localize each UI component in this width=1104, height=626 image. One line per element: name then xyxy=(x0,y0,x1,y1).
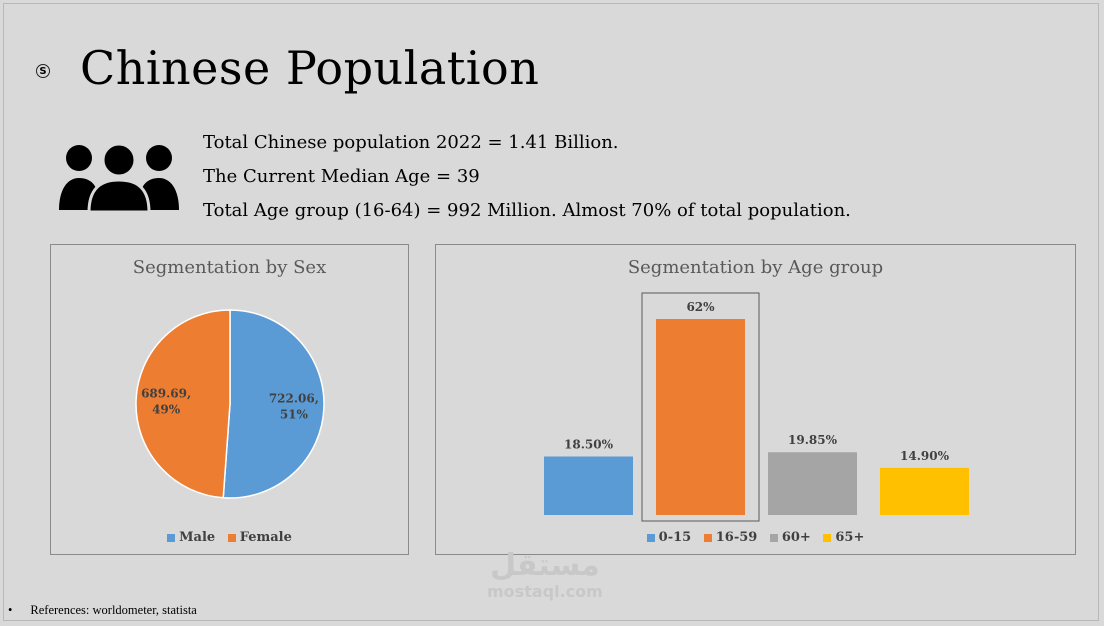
stat-age-group: Total Age group (16-64) = 992 Million. A… xyxy=(203,200,851,221)
legend-label-65plus: 65+ xyxy=(835,530,865,545)
bar-16-59 xyxy=(656,319,745,515)
legend-swatch-male xyxy=(167,533,176,542)
mostaql-watermark: مستقل mostaql.com xyxy=(487,548,603,602)
pie-percent-label-female: 49% xyxy=(152,403,181,417)
legend-label-female: Female xyxy=(239,530,292,545)
selected-bar-outline xyxy=(641,292,760,522)
bar-label-60+: 19.85% xyxy=(788,433,838,447)
sex-legend: Male Female xyxy=(51,530,408,546)
legend-swatch-16-59 xyxy=(703,533,712,542)
watermark-arabic: مستقل xyxy=(490,548,600,583)
legend-label-male: Male xyxy=(179,530,216,545)
page-title: Chinese Population xyxy=(80,41,540,95)
references-bullet: • xyxy=(8,603,13,617)
bar-label-16-59: 62% xyxy=(686,300,715,314)
watermark-latin: mostaql.com xyxy=(487,582,603,601)
age-legend: 0-15 16-59 60+ 65+ xyxy=(436,530,1075,546)
pie-slice-female xyxy=(135,309,231,499)
legend-label-0-15: 0-15 xyxy=(658,530,692,545)
legend-swatch-0-15 xyxy=(646,533,655,542)
legend-item-65plus: 65+ xyxy=(823,530,864,545)
age-bar-chart: 18.50% 62% 19.85% 14.90% xyxy=(544,292,969,522)
bar-60+ xyxy=(768,452,857,515)
pie-value-label-male: 722.06, xyxy=(269,391,319,405)
legend-item-60plus: 60+ xyxy=(769,530,811,545)
sex-chart-panel: Segmentation by Sex 722.06, 51% 689.69, 49%… xyxy=(50,244,409,555)
people-group-icon xyxy=(59,142,179,212)
bullet-s-icon: S xyxy=(36,64,50,78)
stat-total-population: Total Chinese population 2022 = 1.41 Bil… xyxy=(203,132,619,153)
legend-item-0-15: 0-15 xyxy=(646,530,692,545)
population-stats: Total Chinese population 2022 = 1.41 Bil… xyxy=(203,126,851,228)
bar-label-0-15: 18.50% xyxy=(564,438,614,452)
pie-slice-male xyxy=(222,309,325,499)
legend-item-female: Female xyxy=(227,530,292,545)
pie-value-label-female: 689.69, xyxy=(141,387,191,401)
legend-swatch-65plus xyxy=(823,533,832,542)
legend-label-60plus: 60+ xyxy=(781,530,811,545)
pie-percent-label-male: 51% xyxy=(280,407,309,421)
slide-frame xyxy=(3,3,1099,621)
references-text: References: worldometer, statista xyxy=(30,603,197,617)
age-chart-title: Segmentation by Age group xyxy=(627,257,884,278)
age-chart-panel: Segmentation by Age group 18.50% 62% 19.85… xyxy=(435,244,1076,555)
legend-swatch-60plus xyxy=(769,533,778,542)
legend-label-16-59: 16-59 xyxy=(715,530,758,545)
bar-65+ xyxy=(880,467,969,515)
references: • References: worldometer, statista xyxy=(8,603,197,618)
legend-swatch-female xyxy=(227,533,236,542)
stat-median-age: The Current Median Age = 39 xyxy=(203,166,480,187)
bar-label-65+: 14.90% xyxy=(900,449,950,463)
sex-chart-title: Segmentation by Sex xyxy=(132,257,327,278)
bar-0-15 xyxy=(544,456,633,515)
sex-pie-chart: 722.06, 51% 689.69, 49% xyxy=(135,309,325,499)
legend-item-16-59: 16-59 xyxy=(703,530,758,545)
legend-item-male: Male xyxy=(167,530,215,545)
